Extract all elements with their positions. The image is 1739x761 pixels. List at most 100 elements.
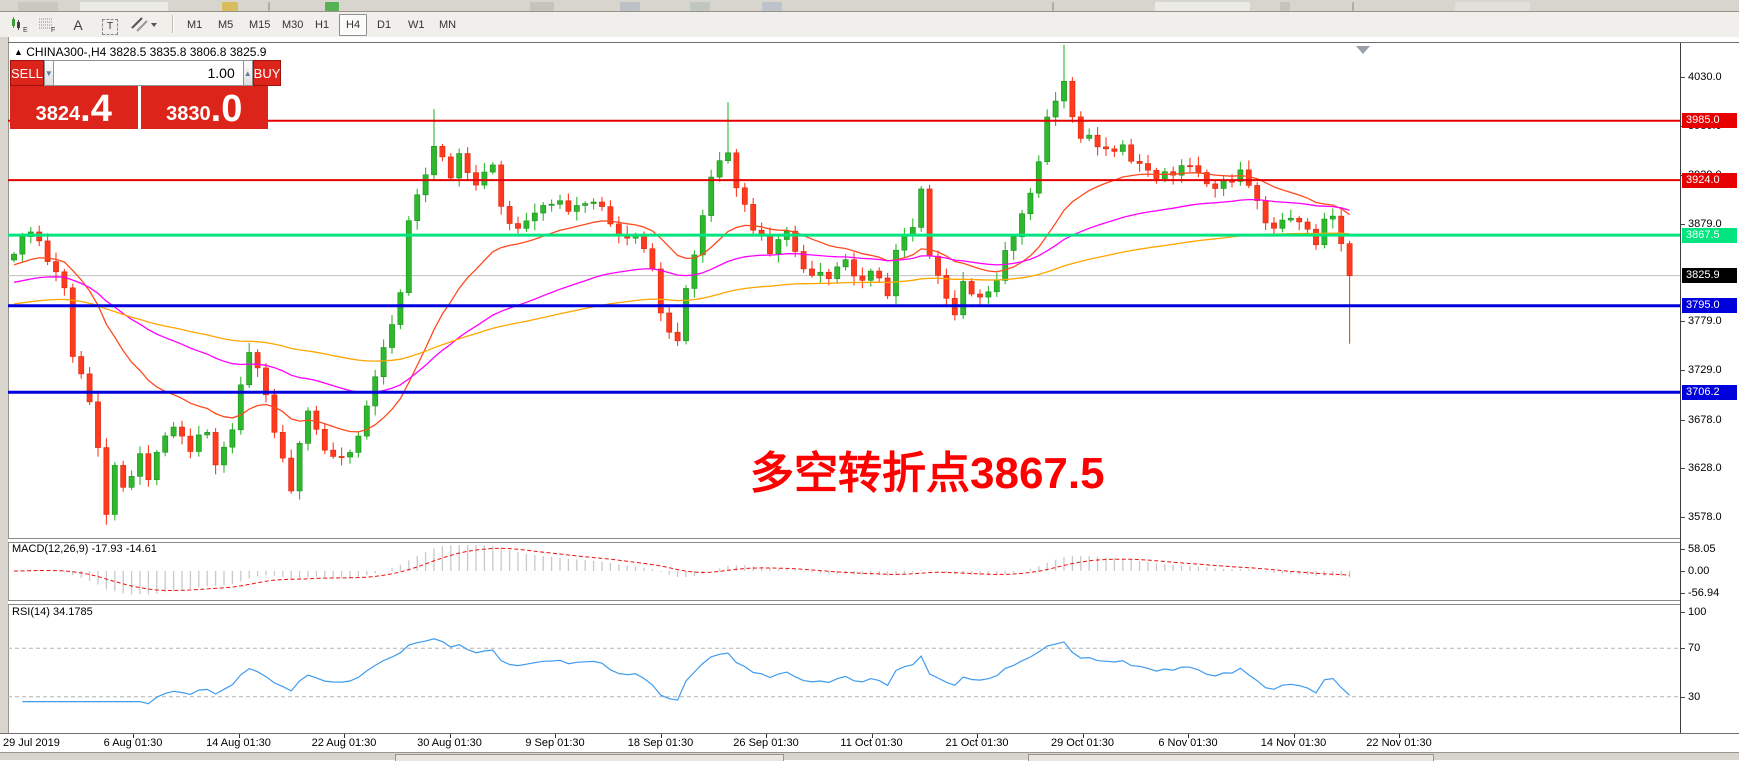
date-label: 30 Aug 01:30: [417, 737, 482, 749]
timeframe-button-h4[interactable]: H4: [339, 14, 368, 36]
candle-body: [456, 153, 463, 179]
date-tick-mark: [977, 734, 978, 738]
axis-tick-mark: [1681, 321, 1685, 323]
rsi-line: [22, 638, 1351, 705]
buy-button[interactable]: BUY: [252, 60, 282, 86]
candle-body: [179, 426, 185, 437]
timeframe-button-h1[interactable]: H1: [315, 19, 330, 31]
candle-body: [405, 220, 412, 293]
macd-tick-label: -56.94: [1688, 586, 1720, 599]
chart-annotation-text[interactable]: 多空转折点3867.5: [750, 449, 1105, 498]
price-chart-canvas[interactable]: [8, 43, 1680, 538]
buy-price-main: 3830: [166, 103, 211, 125]
price-tick-label: 3879.0: [1688, 217, 1722, 230]
candle-body: [943, 275, 950, 299]
rsi-label: RSI(14) 34.1785: [12, 606, 93, 618]
candle-body: [86, 373, 93, 403]
candle-body: [683, 288, 689, 342]
sell-price-fraction: .4: [80, 88, 112, 130]
candle-body: [246, 352, 253, 386]
symbol-collapse-icon[interactable]: ▲: [14, 47, 23, 57]
candle-body: [557, 200, 563, 205]
candle-body: [1035, 161, 1042, 194]
toolbar-icon-sliver: [268, 2, 270, 11]
text-tool-icon[interactable]: A: [73, 17, 83, 33]
candle-body: [1203, 172, 1210, 185]
candle-body: [313, 410, 320, 430]
text-box-tool-icon[interactable]: T: [98, 14, 122, 36]
pane-separator-macd[interactable]: [8, 538, 1680, 543]
candle-body: [363, 405, 370, 437]
candle-body: [447, 156, 454, 179]
candle-body: [565, 200, 572, 212]
symbol-title: ▲ CHINA300-,H4 3828.5 3835.8 3806.8 3825…: [14, 45, 266, 59]
timeframe-button-mn[interactable]: MN: [439, 19, 457, 31]
candle-body: [1287, 217, 1294, 221]
candle-body: [103, 447, 110, 515]
candle-body: [1044, 116, 1051, 163]
candle-body: [380, 347, 387, 378]
volume-increase-button[interactable]: ▲: [242, 60, 253, 86]
candle-body: [1010, 236, 1017, 251]
price-axis[interactable]: 4030.03980.03929.03879.03779.03729.03678…: [1681, 43, 1739, 752]
candle-body: [1329, 215, 1336, 220]
grid-icon[interactable]: F: [36, 14, 60, 36]
candle-body: [1111, 148, 1118, 152]
price-tick-label: 3628.0: [1688, 462, 1722, 475]
date-tick-mark: [871, 734, 873, 738]
toolbar-icon-sliver: [530, 2, 554, 11]
date-tick-mark: [133, 734, 134, 738]
timeframe-button-m30[interactable]: M30: [282, 19, 304, 31]
sell-price-panel[interactable]: 3824 .4: [10, 86, 138, 129]
candle-body: [263, 367, 269, 396]
candle-body: [1086, 134, 1093, 139]
chart-left-edge: [0, 37, 9, 752]
price-tick-label: 3678.0: [1688, 413, 1722, 426]
candle-body: [1245, 169, 1252, 186]
date-tick-mark: [766, 734, 767, 738]
chart-shift-marker-icon[interactable]: [1356, 46, 1370, 54]
timeframe-button-m15[interactable]: M15: [249, 19, 271, 31]
candle-body: [582, 203, 589, 206]
candle-body: [288, 457, 295, 492]
sell-button[interactable]: SELL: [10, 60, 44, 86]
buy-price-fraction: .0: [210, 88, 243, 130]
candle-body: [187, 435, 194, 452]
volume-input[interactable]: [53, 60, 243, 86]
pane-separator-rsi[interactable]: [8, 600, 1680, 605]
candle-body: [1145, 163, 1151, 171]
rsi-tick-label: 30: [1688, 690, 1701, 703]
toolbar-icon-sliver: [18, 2, 58, 11]
candle-body: [750, 204, 757, 231]
candle-body: [767, 235, 773, 255]
volume-decrease-button[interactable]: ▼: [43, 60, 54, 86]
indicator-list-icon[interactable]: E: [8, 14, 32, 36]
buy-price-panel[interactable]: 3830 .0: [140, 86, 268, 130]
candle-body: [254, 352, 261, 369]
macd-signal-line: [13, 547, 1350, 591]
timeframe-button-m1[interactable]: M1: [187, 19, 203, 31]
candle-body: [540, 205, 547, 214]
draw-objects-icon[interactable]: [128, 14, 162, 36]
candle-body: [851, 259, 857, 277]
toolbar-icon-sliver: [1052, 2, 1054, 11]
toolbar-icon-sliver: [762, 2, 782, 11]
candle-body: [1296, 217, 1303, 223]
candle-body: [1061, 80, 1067, 102]
timeframe-button-m5[interactable]: M5: [218, 19, 234, 31]
timeframe-button-d1[interactable]: D1: [377, 19, 392, 31]
date-tick-mark: [344, 734, 345, 738]
candle-body: [347, 452, 353, 458]
candle-body: [599, 201, 605, 207]
candle-body: [506, 206, 513, 224]
mid-ma-line: [13, 198, 1350, 394]
candle-body: [1220, 180, 1227, 189]
candle-body: [1279, 219, 1286, 229]
candle-body: [993, 280, 1000, 293]
timeframe-button-w1[interactable]: W1: [408, 19, 425, 31]
date-label: 14 Nov 01:30: [1260, 737, 1327, 749]
macd-tick-label: 0.00: [1688, 565, 1710, 577]
candle-body: [615, 223, 622, 235]
time-axis[interactable]: 29 Jul 2019 6 Aug 01:30 14 Aug 01:30 22 Aug…: [0, 733, 1739, 753]
